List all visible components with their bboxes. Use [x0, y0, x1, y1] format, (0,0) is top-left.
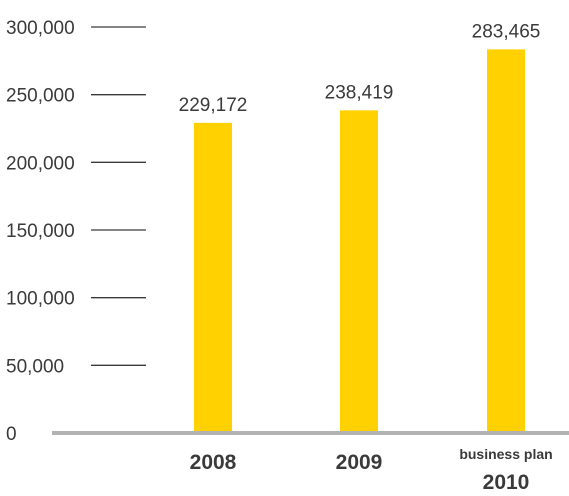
- x-tick-label: 2009: [336, 451, 383, 474]
- bars: 229,172 238,419 283,465: [179, 21, 541, 434]
- x-axis: 2008 2009 business plan 2010: [190, 446, 553, 494]
- data-label: 238,419: [325, 82, 394, 103]
- y-tick-label: 300,000: [6, 18, 75, 39]
- x-tick-label: 2010: [483, 471, 530, 494]
- data-label: 229,172: [179, 95, 248, 116]
- bar: [194, 122, 232, 434]
- y-tick-label: 250,000: [6, 86, 75, 107]
- y-tick-label: 150,000: [6, 221, 75, 242]
- y-tick-label: 50,000: [6, 356, 64, 377]
- bar: [487, 49, 525, 433]
- bar: [340, 110, 378, 433]
- y-tick-label: 100,000: [6, 289, 75, 310]
- data-label: 283,465: [472, 21, 541, 42]
- y-tick-label: 0: [6, 424, 17, 445]
- x-tick-label: business plan: [459, 446, 552, 462]
- y-axis: 0 50,000 100,000 150,000 200,000 250,000 300,0…: [6, 18, 146, 445]
- y-tick-label: 200,000: [6, 153, 75, 174]
- x-tick-label: 2008: [190, 451, 237, 474]
